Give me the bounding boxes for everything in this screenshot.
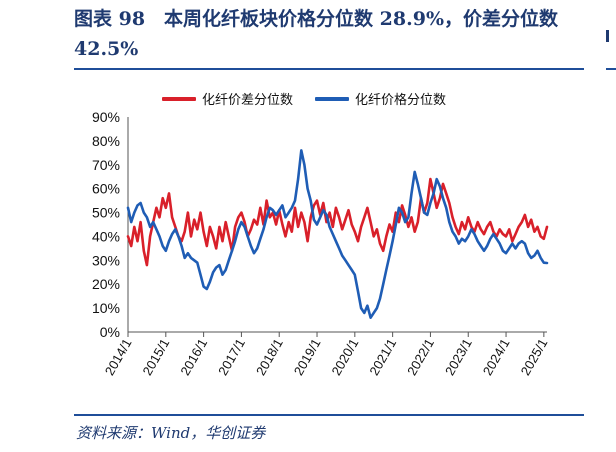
x-tick-label: 2014/1 bbox=[102, 336, 135, 378]
footer-divider bbox=[74, 414, 584, 416]
y-tick-label: 0% bbox=[100, 324, 120, 340]
y-tick-label: 20% bbox=[92, 276, 120, 292]
x-tick-label: 2022/1 bbox=[404, 336, 437, 378]
edge-fragment-icon bbox=[606, 30, 616, 42]
title-divider bbox=[74, 68, 584, 70]
x-tick-label: 2019/1 bbox=[291, 336, 324, 378]
x-tick-label: 2020/1 bbox=[329, 336, 362, 378]
y-tick-label: 30% bbox=[92, 252, 120, 268]
line-chart: 0% 10% 20% 30% 40% 50% 60% 70% 80% 90% 2014/1 2015/… bbox=[92, 109, 551, 378]
y-tick-label: 70% bbox=[92, 157, 120, 173]
legend-swatch-price bbox=[315, 96, 350, 101]
legend-label-spread: 化纤价差分位数 bbox=[202, 93, 294, 108]
legend-label-price: 化纤价格分位数 bbox=[355, 93, 447, 108]
x-tick-label: 2018/1 bbox=[253, 336, 286, 378]
x-tick-label: 2025/1 bbox=[518, 336, 551, 378]
y-tick-label: 80% bbox=[92, 133, 120, 149]
legend-item-price: 化纤价格分位数 bbox=[315, 89, 446, 108]
x-tick-label: 2017/1 bbox=[215, 336, 248, 378]
y-tick-label: 90% bbox=[92, 109, 120, 125]
price-series-line bbox=[126, 149, 549, 320]
y-tick-label: 10% bbox=[92, 300, 120, 316]
legend-item-spread: 化纤价差分位数 bbox=[162, 89, 293, 108]
x-tick-label: 2016/1 bbox=[177, 336, 210, 378]
figure-title: 图表 98 本周化纤板块价格分位数 28.9%，价差分位数 42.5% bbox=[74, 8, 559, 60]
y-tick-label: 40% bbox=[92, 228, 120, 244]
legend-swatch-spread bbox=[162, 96, 196, 101]
y-tick-label: 50% bbox=[92, 205, 120, 221]
spread-series-line bbox=[126, 177, 549, 267]
x-tick-label: 2021/1 bbox=[366, 336, 399, 378]
source-note: 资料来源：Wind，华创证券 bbox=[76, 424, 266, 442]
x-tick-label: 2023/1 bbox=[442, 336, 475, 378]
x-tick-label: 2015/1 bbox=[140, 336, 173, 378]
x-tick-label: 2024/1 bbox=[480, 336, 513, 378]
chart-legend: 化纤价差分位数 化纤价格分位数 bbox=[162, 89, 446, 108]
y-tick-label: 60% bbox=[92, 181, 120, 197]
edge-divider bbox=[606, 68, 616, 70]
